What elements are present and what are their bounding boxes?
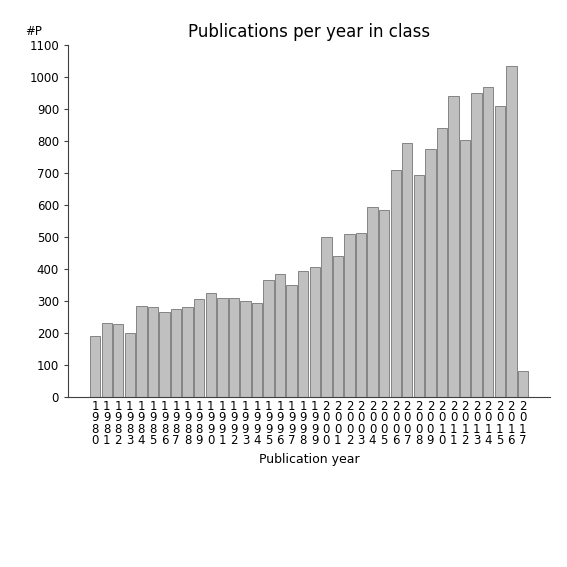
Bar [425, 149, 435, 397]
Bar [506, 66, 517, 397]
Bar [171, 309, 181, 397]
Title: Publications per year in class: Publications per year in class [188, 23, 430, 41]
Bar [321, 237, 332, 397]
Bar [391, 170, 401, 397]
Bar [448, 96, 459, 397]
Bar [483, 87, 493, 397]
Bar [402, 143, 412, 397]
Bar [494, 106, 505, 397]
Bar [344, 234, 355, 397]
Bar [252, 303, 262, 397]
Bar [367, 207, 378, 397]
Bar [263, 280, 274, 397]
Bar [125, 333, 135, 397]
Text: #P: #P [24, 26, 41, 39]
Bar [217, 298, 227, 397]
Bar [518, 371, 528, 397]
Bar [229, 298, 239, 397]
Bar [101, 323, 112, 397]
Bar [286, 285, 297, 397]
Bar [240, 301, 251, 397]
Bar [113, 324, 124, 397]
Bar [136, 306, 147, 397]
X-axis label: Publication year: Publication year [259, 452, 359, 466]
Bar [194, 299, 204, 397]
Bar [90, 336, 100, 397]
Bar [414, 175, 424, 397]
Bar [148, 307, 158, 397]
Bar [356, 233, 366, 397]
Bar [183, 307, 193, 397]
Bar [460, 139, 470, 397]
Bar [206, 293, 216, 397]
Bar [379, 210, 390, 397]
Bar [159, 312, 170, 397]
Bar [310, 268, 320, 397]
Bar [437, 129, 447, 397]
Bar [333, 256, 343, 397]
Bar [471, 94, 482, 397]
Bar [275, 274, 285, 397]
Bar [298, 270, 308, 397]
